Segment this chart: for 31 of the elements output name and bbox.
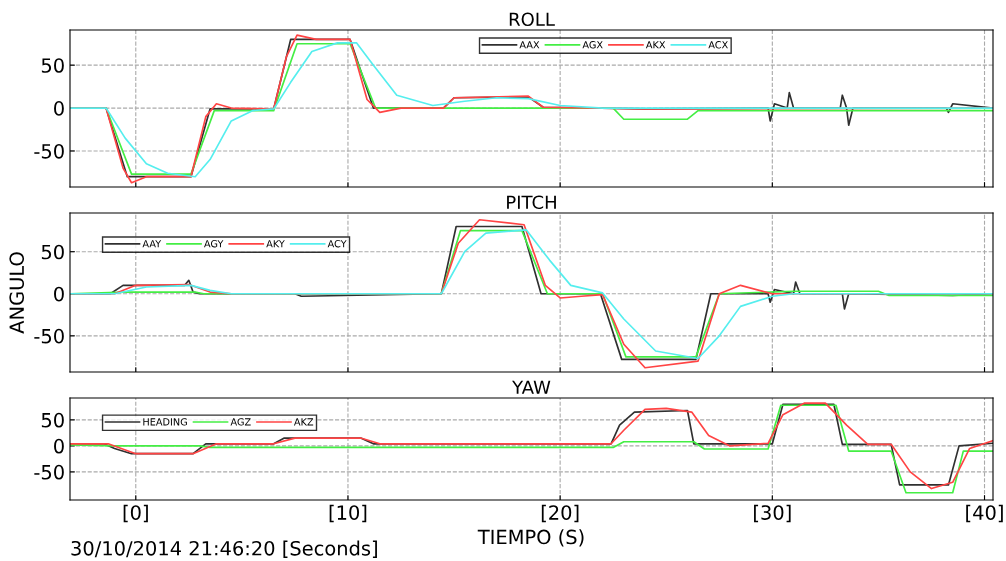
y-tick-label: -50 bbox=[34, 143, 64, 159]
x-tick-label: [0] bbox=[123, 504, 148, 523]
chart-title: YAW bbox=[512, 380, 551, 394]
x-tick-label: [20] bbox=[541, 504, 579, 523]
legend-label: ACY bbox=[327, 240, 347, 248]
x-tick-label: [40] bbox=[966, 504, 1003, 523]
legend-label: AGX bbox=[582, 41, 603, 49]
legend-label: AAX bbox=[519, 41, 540, 49]
legend-label: ACX bbox=[708, 41, 728, 49]
legend-label: AKX bbox=[645, 41, 666, 49]
y-axis-title: ANGULO bbox=[9, 252, 25, 334]
text: 30/10/2014 21:46:20 [Seconds] bbox=[71, 540, 377, 558]
y-tick-label: 0 bbox=[54, 438, 64, 454]
x-tick-label: [10] bbox=[329, 504, 367, 523]
legend-label: AKY bbox=[266, 240, 285, 248]
y-tick-label: 50 bbox=[41, 58, 64, 73]
y-tick-label: 50 bbox=[41, 244, 64, 260]
y-tick-label: -50 bbox=[34, 464, 64, 480]
legend-label: AKZ bbox=[293, 418, 314, 426]
legend-label: AGZ bbox=[230, 418, 251, 426]
y-tick-label: 50 bbox=[41, 412, 64, 428]
chart-title: ROLL bbox=[509, 12, 555, 27]
x-axis-title: TIEMPO (S) bbox=[477, 529, 584, 547]
x-tick-label: [30] bbox=[754, 504, 791, 523]
legend-label: AGY bbox=[204, 240, 224, 248]
chart-title: PITCH bbox=[507, 195, 556, 210]
legend-label: HEADING bbox=[143, 418, 187, 426]
legend-label: AAY bbox=[142, 240, 162, 248]
y-tick-label: 0 bbox=[54, 286, 64, 302]
y-tick-label: 0 bbox=[54, 101, 64, 116]
y-tick-label: -50 bbox=[34, 328, 64, 344]
